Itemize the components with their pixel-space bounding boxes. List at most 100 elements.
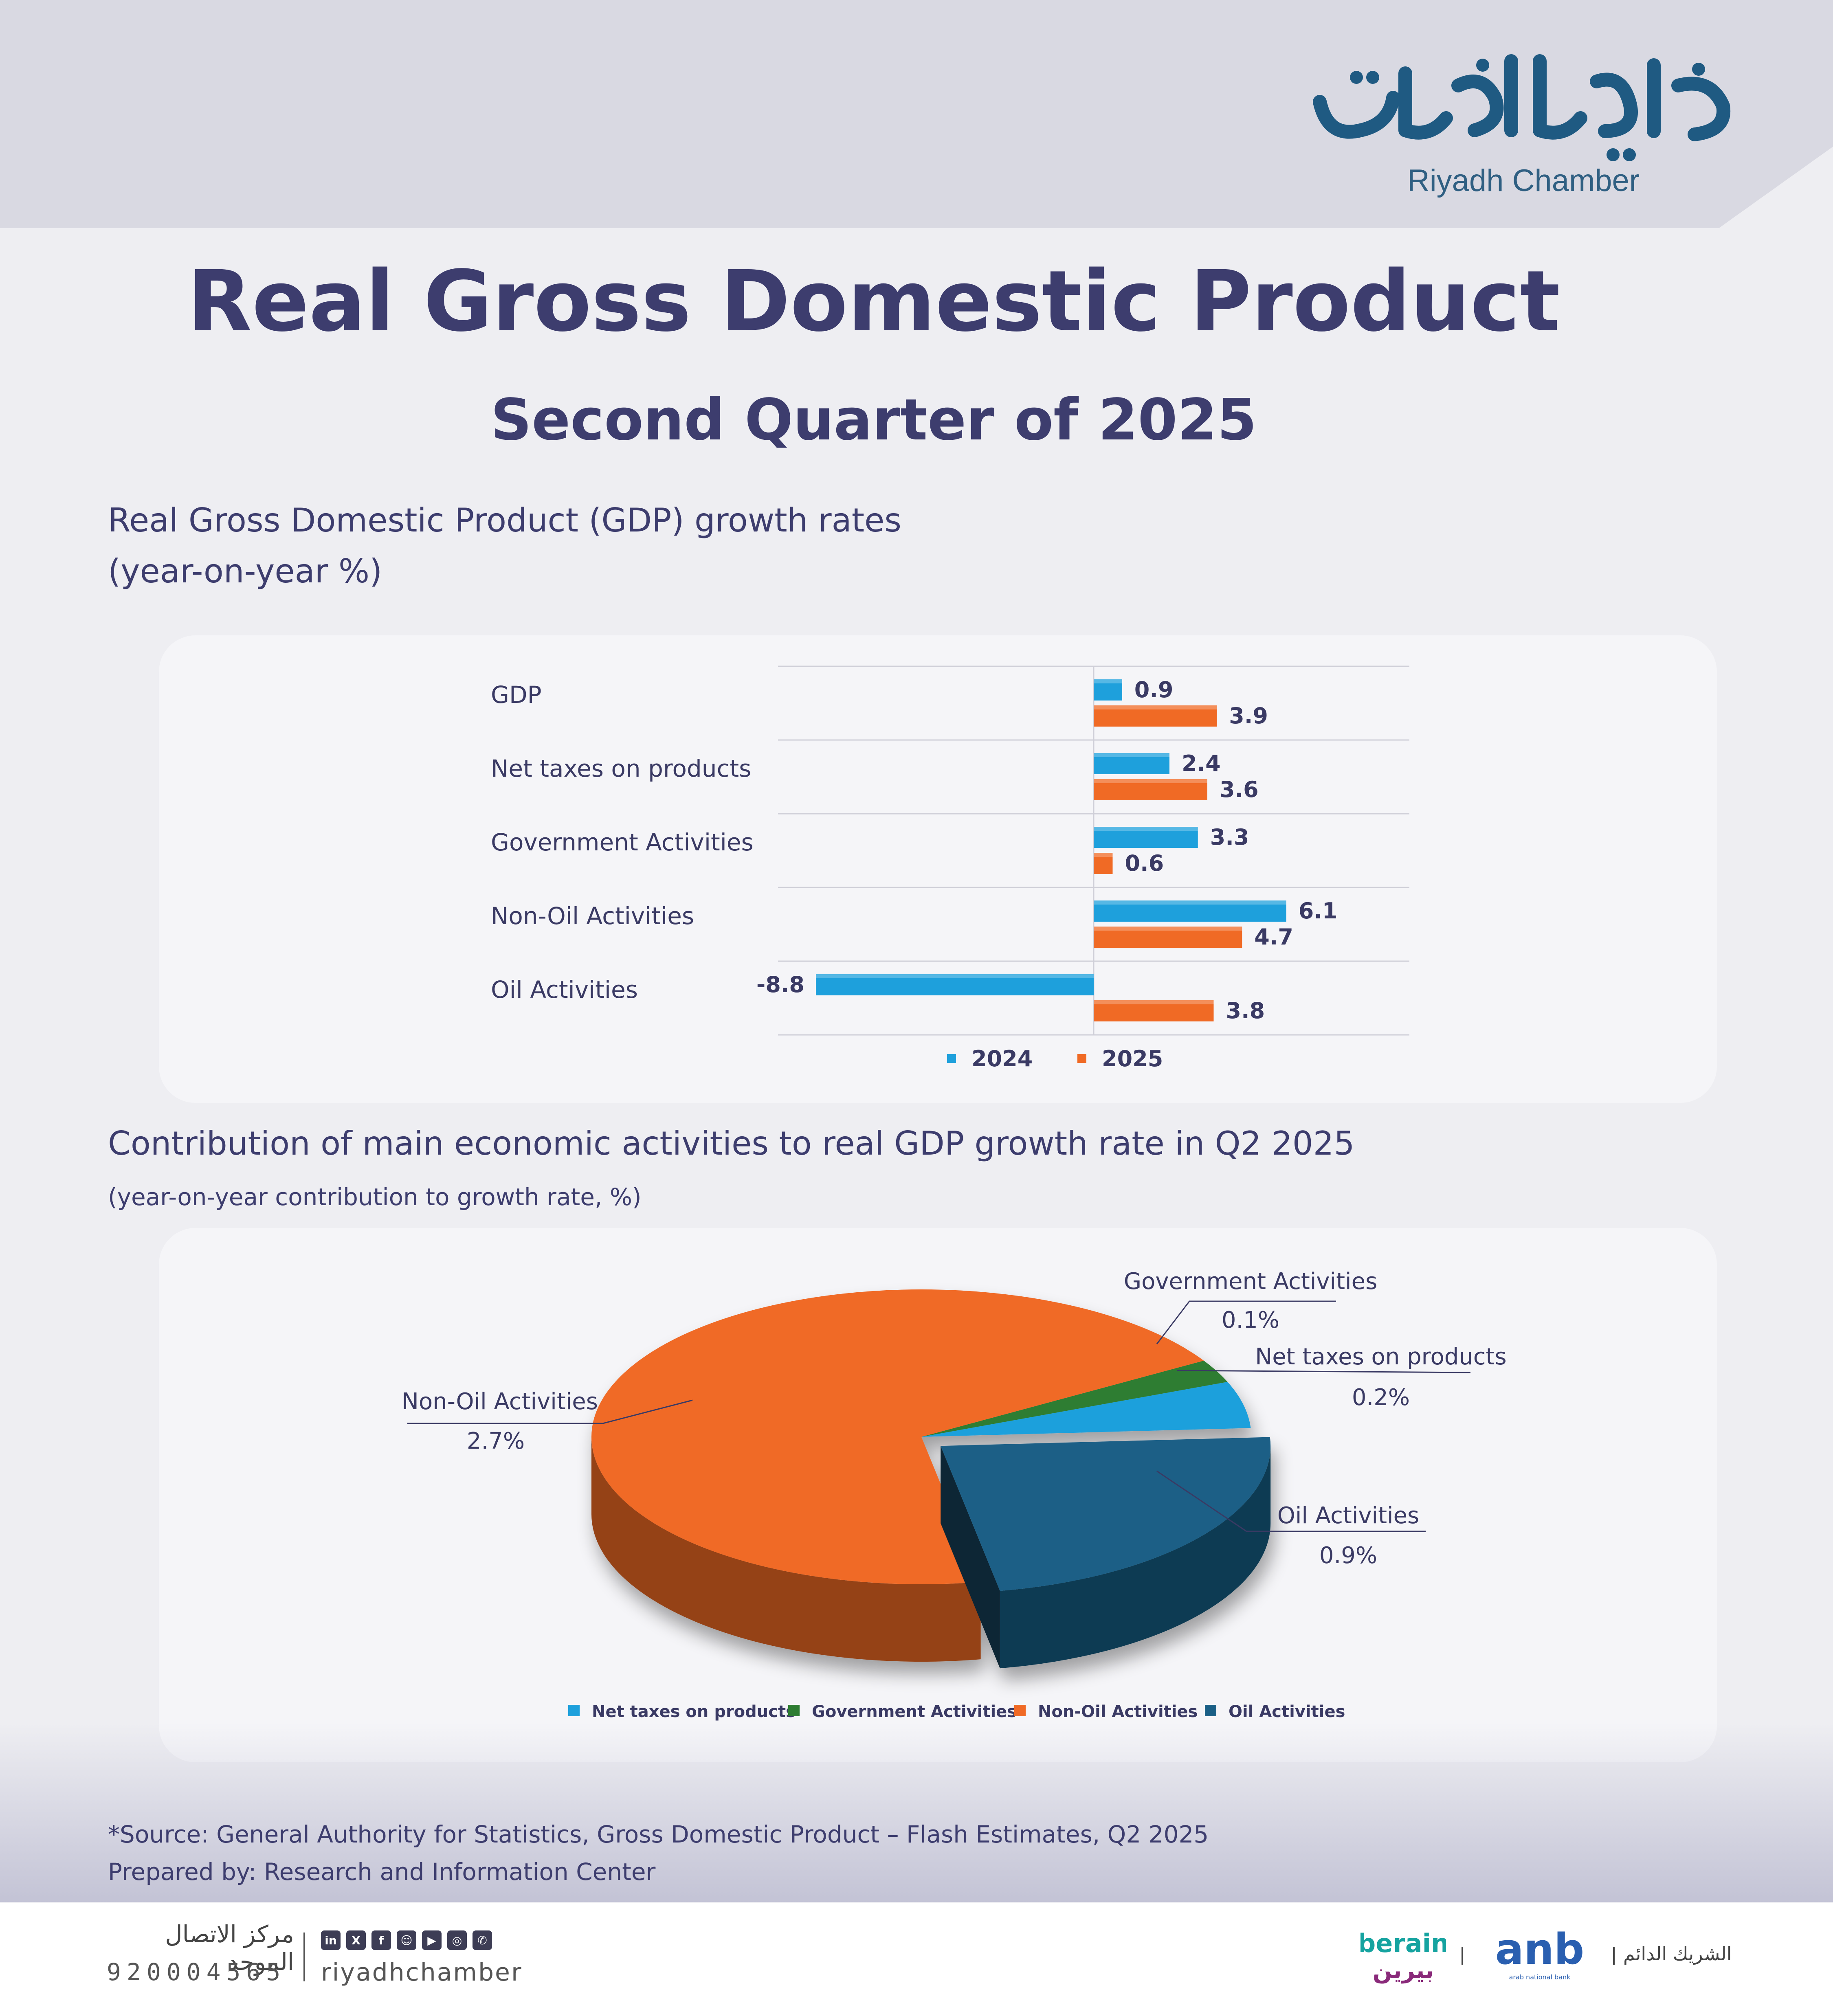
pie-legend-label: Government Activities (812, 1702, 1017, 1721)
header-band (0, 0, 1833, 228)
pie-chart-slices (591, 1289, 1271, 1669)
pie-callout-name: Oil Activities (1277, 1502, 1419, 1529)
pie-callout-name: Government Activities (1124, 1268, 1378, 1295)
page-title: Real Gross Domestic Product (187, 253, 1560, 350)
bar-category-label: GDP (491, 681, 542, 709)
berain-logo[interactable]: berain بيرين (1360, 1920, 1446, 1994)
bar-chart-grid (778, 665, 1409, 1036)
bar-value-label: 0.9 (1134, 677, 1174, 703)
pie-slice-1 (921, 1360, 1228, 1437)
bar-highlight (1094, 827, 1198, 831)
bar-2025-3 (1094, 927, 1242, 948)
partner-label: الشريك الدائم (1623, 1943, 1732, 1965)
bar-chart-panel (159, 635, 1717, 1103)
pie-chart-callouts: Net taxes on products 0.2% Government Acti… (402, 1268, 1507, 1569)
footer-pipe (1462, 1947, 1463, 1965)
x-icon[interactable]: X (346, 1930, 366, 1950)
snapchat-icon[interactable]: ☺ (397, 1930, 416, 1950)
youtube-icon[interactable]: ▶ (422, 1930, 442, 1950)
bar-highlight (816, 974, 1094, 978)
riyadh-chamber-logo (1313, 54, 1731, 161)
bar-value-label: 6.1 (1299, 898, 1338, 924)
bar-highlight (1094, 853, 1113, 857)
pie-slice-3 (941, 1437, 1271, 1669)
linkedin-icon[interactable]: in (321, 1930, 341, 1950)
pie-legend-label: Net taxes on products (592, 1702, 796, 1721)
legend-label-2024: 2024 (971, 1046, 1033, 1072)
pie-slice-side (591, 1437, 981, 1662)
pie-legend-swatch (1205, 1705, 1216, 1716)
anb-logo[interactable]: anb arab national bank (1479, 1926, 1601, 1983)
bar-highlight (1094, 779, 1207, 783)
bar-2024-3 (1094, 900, 1286, 922)
source-note: *Source: General Authority for Statistic… (108, 1821, 1209, 1848)
pie-slice-0 (921, 1381, 1251, 1437)
berain-logo-text: berain (1360, 1928, 1446, 1958)
pie-callout-name: Non-Oil Activities (402, 1388, 598, 1415)
bar-value-label: 3.6 (1220, 777, 1259, 802)
bar-chart-legend: 2024 2025 (947, 1046, 1163, 1072)
pie-legend-swatch (568, 1705, 580, 1716)
bar-value-label: -8.8 (756, 972, 804, 997)
whatsapp-icon[interactable]: ✆ (473, 1930, 492, 1950)
bar-highlight (1094, 753, 1169, 757)
pie-chart-legend: Net taxes on products Government Activiti… (568, 1702, 1345, 1721)
pie-legend-label: Non-Oil Activities (1038, 1702, 1198, 1721)
footer (0, 1903, 1833, 2016)
legend-swatch-2024 (947, 1054, 956, 1063)
pie-callout-value: 0.9% (1319, 1542, 1377, 1569)
pie-callout-line (1156, 1300, 1336, 1344)
bar-2024-0 (1094, 679, 1122, 701)
pie-slice-side (1000, 1446, 1271, 1669)
anb-logo-subtext: arab national bank (1509, 1973, 1571, 1981)
bar-chart-title: Real Gross Domestic Product (GDP) growth… (108, 501, 901, 539)
bar-highlight (1094, 705, 1217, 709)
bar-chart-value-labels: 0.9 3.9 2.43.6 3.3 0.6 6.14.7 -8.8 3.8 (756, 677, 1338, 1023)
page-subtitle: Second Quarter of 2025 (490, 387, 1257, 453)
bar-category-label: Non-Oil Activities (491, 902, 694, 930)
bar-value-label: 3.8 (1226, 998, 1265, 1023)
bar-category-label: Oil Activities (491, 976, 638, 1004)
instagram-icon[interactable]: ◎ (447, 1930, 467, 1950)
bar-2025-0 (1094, 705, 1217, 727)
bar-value-label: 2.4 (1182, 751, 1221, 776)
logo-english-name: Riyadh Chamber (1407, 163, 1640, 198)
bar-2025-4 (1094, 1000, 1214, 1021)
bar-highlight (1094, 927, 1242, 931)
bar-2025-2 (1094, 853, 1113, 874)
pie-callout-line (1177, 1370, 1471, 1373)
legend-label-2025: 2025 (1102, 1046, 1163, 1072)
pie-legend-swatch (1014, 1705, 1026, 1716)
bar-value-label: 4.7 (1254, 924, 1293, 950)
social-handle[interactable]: riyadhchamber (321, 1958, 523, 1987)
header-notch (0, 147, 1833, 253)
bar-2024-2 (1094, 827, 1198, 848)
pie-callout-value: 0.2% (1352, 1384, 1410, 1411)
footer-pipe (1613, 1947, 1615, 1965)
facebook-icon[interactable]: f (371, 1930, 391, 1950)
hotline-number[interactable]: 920004565 (107, 1958, 286, 1986)
pie-legend-swatch (788, 1705, 800, 1716)
pie-callout-value: 2.7% (467, 1428, 525, 1454)
anb-logo-text: anb (1495, 1926, 1585, 1974)
bar-chart-bars (816, 679, 1286, 1021)
legend-swatch-2025 (1077, 1054, 1086, 1063)
bottom-fade (0, 1723, 1833, 1902)
pie-callout-line (1156, 1470, 1426, 1532)
pie-chart-subtitle: (year-on-year contribution to growth rat… (108, 1183, 642, 1211)
bar-highlight (1094, 679, 1122, 683)
bar-value-label: 3.9 (1229, 703, 1268, 729)
bar-2024-4 (816, 974, 1094, 995)
bar-category-label: Net taxes on products (491, 755, 751, 782)
pie-chart-title: Contribution of main economic activities… (108, 1124, 1355, 1162)
pie-slice-top (921, 1381, 1251, 1437)
pie-slice-2 (591, 1289, 1204, 1662)
bar-highlight (1094, 900, 1286, 905)
bar-2024-1 (1094, 753, 1169, 774)
bar-highlight (1094, 1000, 1214, 1004)
bar-2025-1 (1094, 779, 1207, 800)
pie-slice-top (921, 1360, 1228, 1437)
social-links: in X f ☺ ▶ ◎ ✆ (321, 1930, 492, 1950)
